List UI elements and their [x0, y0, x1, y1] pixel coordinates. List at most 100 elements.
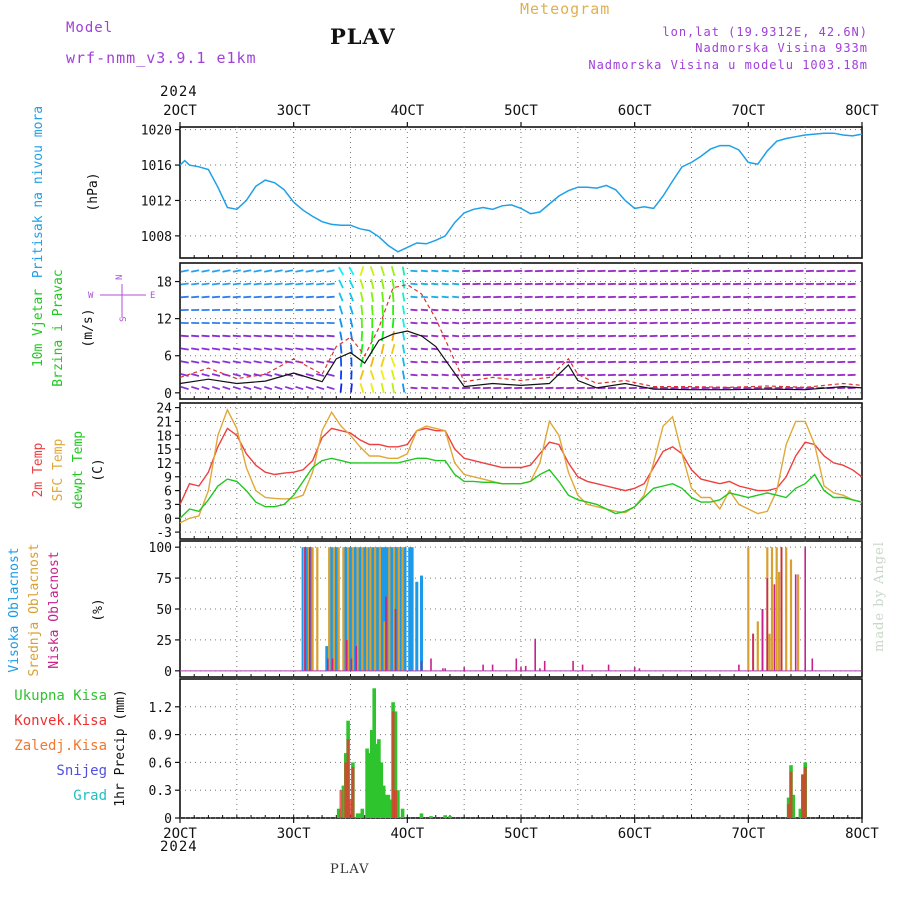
pressure-ylabel: Pritisak na nivou mora — [31, 106, 46, 278]
precip-ylabel: 1hr Precip (mm) — [113, 689, 128, 806]
precip-bar-0 — [381, 785, 386, 818]
wind-arrow — [180, 269, 189, 273]
wind-arrow — [274, 347, 283, 351]
cloud-bar-1 — [328, 547, 331, 671]
wind-arrow — [339, 344, 343, 354]
wind-arrow — [243, 295, 252, 299]
precip-bar-0 — [355, 813, 360, 818]
wind-ylabel-2: Brzina i Pravac — [51, 269, 66, 386]
altitude-info: Nadmorska Visina 933m — [695, 41, 868, 55]
wind-arrow — [431, 334, 439, 338]
wind-arrow — [305, 373, 314, 377]
wind-arrow — [452, 269, 460, 273]
wind-arrow — [232, 385, 241, 391]
wind-arrow — [338, 266, 345, 276]
wind-arrow — [452, 282, 460, 286]
cloud-bar-1 — [337, 547, 340, 671]
wind-arrow — [339, 318, 343, 328]
wind-arrow — [305, 269, 314, 273]
wind-arrow — [180, 282, 189, 286]
wind-arrow — [441, 308, 449, 312]
wind-arrow — [222, 385, 231, 391]
wind-arrow — [284, 347, 294, 351]
wind-arrow — [180, 334, 189, 338]
wind-arrow — [316, 360, 325, 364]
wind-arrow — [316, 282, 325, 286]
cloud-bar-0 — [344, 547, 348, 671]
wind-arrow — [201, 269, 210, 273]
cloud-bar-1 — [303, 547, 306, 671]
cloud-bar-0 — [420, 575, 423, 671]
pressure-ytick-label: 1012 — [141, 194, 172, 209]
wind-arrow — [201, 282, 210, 286]
compass-west: W — [88, 291, 94, 301]
wind-arrow — [316, 269, 325, 273]
wind-arrow — [222, 269, 231, 273]
wind-arrow — [253, 347, 262, 351]
cloud-bar-0 — [403, 547, 407, 671]
cloud-bar-2 — [572, 660, 574, 671]
wind-arrow — [305, 282, 314, 286]
wind-arrow — [369, 266, 375, 276]
temp-ylabel-2m: 2m Temp — [31, 442, 46, 497]
cloud-bar-2 — [638, 668, 641, 671]
wind-speed-line — [179, 330, 863, 391]
cloud-bar-2 — [752, 633, 754, 671]
wind-arrow — [348, 292, 354, 302]
wind-arrow — [284, 373, 294, 377]
wind-arrow — [253, 269, 262, 273]
wind-arrow — [441, 321, 449, 325]
wind-arrow — [263, 347, 273, 351]
wind-arrow — [232, 347, 241, 351]
wind-arrow — [391, 382, 395, 394]
cloud-bar-0 — [410, 547, 414, 671]
precip-ytick-label: 0.6 — [149, 756, 172, 771]
cloud-bar-2 — [355, 646, 357, 671]
precip-bar-0 — [443, 815, 447, 818]
wind-arrow — [410, 373, 418, 377]
wind-arrow — [380, 356, 386, 368]
wind-arrow — [284, 385, 294, 391]
cloud-bar-1 — [797, 574, 800, 671]
wind-ytick-label: 12 — [156, 313, 172, 328]
precip-bar-0 — [448, 816, 452, 818]
wind-arrow — [232, 334, 241, 338]
wind-arrow — [253, 360, 262, 364]
cloud-bar-2 — [773, 584, 776, 671]
wind-arrow — [431, 282, 439, 286]
year-bottom: 2024 — [160, 839, 198, 855]
wind-arrow — [410, 360, 418, 364]
cloud-bar-0 — [382, 547, 386, 671]
wind-arrow — [441, 295, 449, 299]
model-altitude-info: Nadmorska Visina u modelu 1003.18m — [588, 58, 868, 72]
wind-arrow — [391, 278, 395, 290]
cloud-bar-2 — [607, 664, 610, 671]
cloud-bar-1 — [316, 547, 319, 671]
wind-arrow — [350, 344, 353, 354]
precip-bar-1 — [344, 762, 348, 818]
wind-arrow — [380, 369, 386, 381]
wind-arrow — [441, 386, 449, 390]
wind-ytick-label: 0 — [164, 387, 172, 402]
cloud-bar-2 — [482, 664, 484, 671]
wind-arrow — [348, 266, 355, 276]
wind-arrow — [274, 334, 283, 338]
wind-arrow — [401, 331, 406, 341]
cloud-bar-1 — [332, 547, 335, 671]
cloud-bar-2 — [780, 547, 783, 671]
wind-arrow — [295, 385, 304, 391]
wind-arrow — [201, 385, 210, 391]
wind-arrow — [305, 385, 314, 391]
wind-arrow — [401, 370, 406, 380]
clouds-ytick-label: 25 — [156, 634, 172, 649]
wind-arrow — [348, 279, 355, 289]
cloud-bar-1 — [307, 547, 310, 671]
precip-bar-0 — [379, 762, 384, 818]
wind-arrow — [264, 385, 273, 391]
wind-arrow — [232, 282, 241, 286]
cloud-bar-1 — [378, 547, 381, 671]
wind-arrow — [326, 269, 335, 273]
wind-arrow — [243, 334, 252, 338]
wind-arrow — [360, 304, 364, 316]
